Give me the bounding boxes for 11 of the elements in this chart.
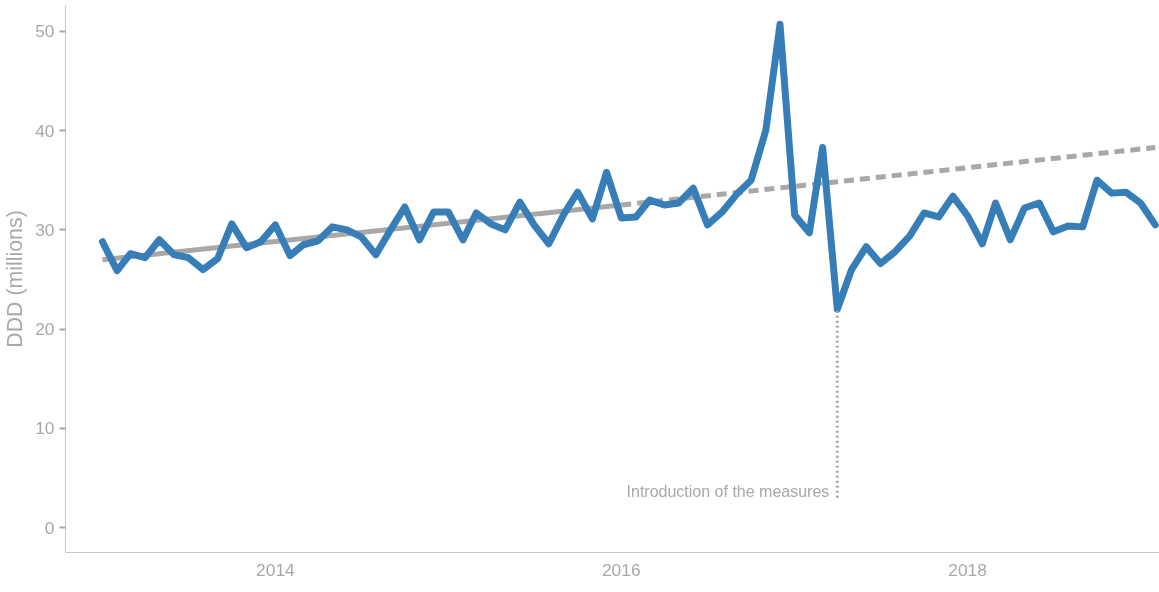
y-tick-label: 40 xyxy=(35,120,55,141)
y-tick-label: 30 xyxy=(35,219,55,240)
y-tick-label: 0 xyxy=(44,517,55,538)
ref-line-label: Introduction of the measures xyxy=(626,482,830,500)
x-tick-label: 2018 xyxy=(948,559,987,580)
y-tick-label: 10 xyxy=(35,418,55,439)
y-axis-title: DDD (millions) xyxy=(3,210,28,348)
y-tick-label: 50 xyxy=(35,21,55,42)
y-tick-label: 20 xyxy=(35,319,55,340)
x-tick-label: 2016 xyxy=(601,559,641,580)
x-tick-label: 2014 xyxy=(256,559,296,580)
